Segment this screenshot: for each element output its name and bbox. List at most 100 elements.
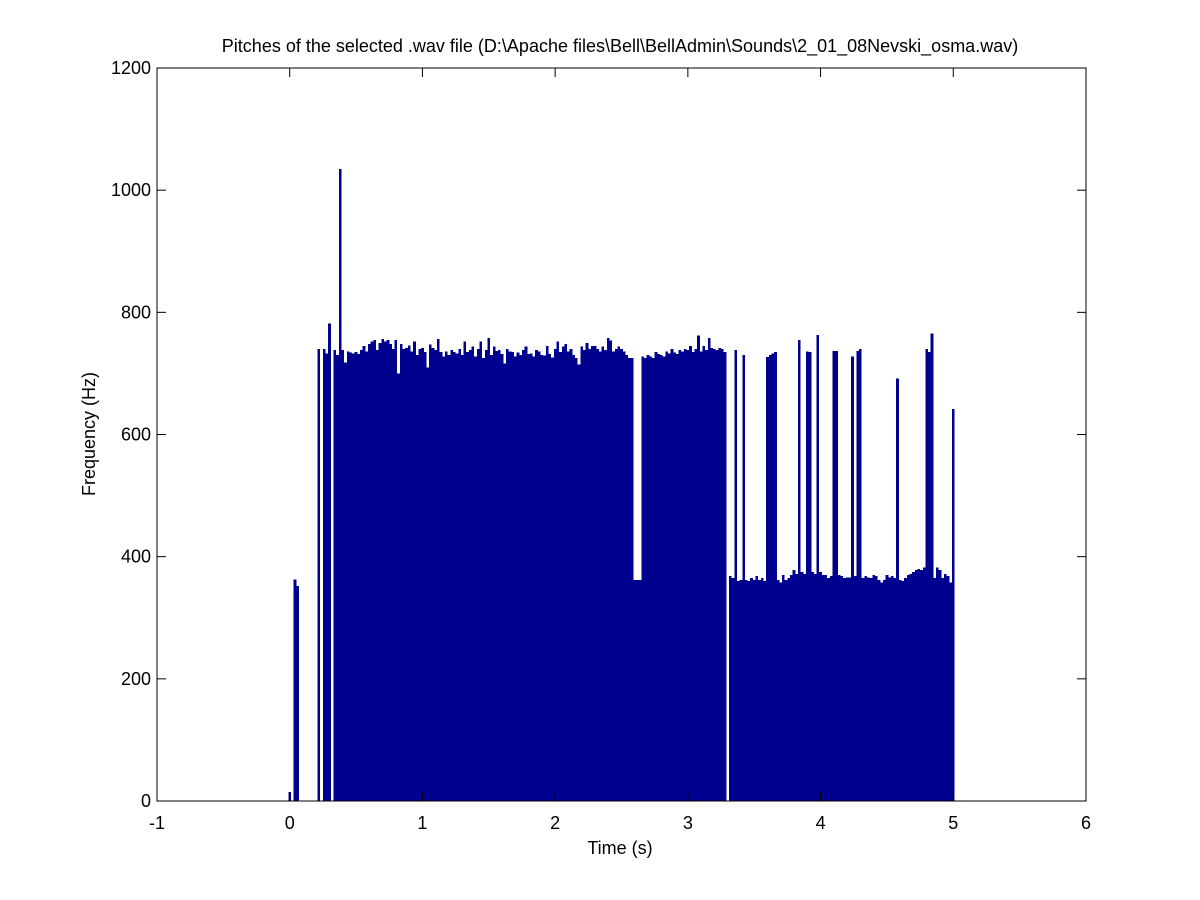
bar [439, 352, 443, 801]
bar [612, 351, 615, 801]
bar [885, 574, 889, 801]
bar [564, 344, 568, 801]
bar [710, 347, 714, 801]
bar [322, 348, 326, 801]
bar [659, 355, 663, 801]
bar [705, 350, 708, 801]
bar [405, 347, 408, 801]
bar [423, 352, 427, 801]
bar [429, 344, 432, 801]
bar [736, 581, 740, 801]
bar [880, 582, 883, 801]
bar [487, 337, 491, 801]
bar [888, 577, 891, 801]
bar [463, 341, 467, 801]
y-tick-label: 600 [121, 425, 151, 445]
bar [792, 570, 796, 801]
bar [625, 355, 629, 801]
bar [521, 350, 525, 801]
bar [723, 352, 727, 801]
bar [832, 350, 836, 801]
bar [779, 582, 783, 801]
bar [872, 574, 875, 801]
bar [755, 576, 759, 801]
bar [548, 353, 552, 801]
bar [848, 577, 852, 801]
bar [840, 576, 844, 801]
bar [835, 350, 838, 801]
bar [742, 355, 745, 801]
bar [771, 353, 775, 801]
bar [437, 339, 440, 801]
bar [853, 576, 857, 801]
bar [415, 355, 419, 801]
bar [394, 339, 398, 801]
bar [559, 352, 562, 801]
bar [543, 355, 546, 801]
bar [535, 350, 538, 801]
bar [691, 352, 695, 801]
bar [808, 352, 812, 801]
bar [694, 348, 698, 801]
bar [575, 358, 578, 801]
bar [508, 351, 512, 801]
bar [609, 340, 613, 801]
bar [758, 579, 761, 801]
bar [904, 578, 907, 801]
bar [874, 576, 878, 801]
bar [795, 573, 799, 801]
bar [851, 356, 854, 801]
bar [867, 577, 870, 801]
x-tick-label: 6 [1081, 813, 1091, 833]
bar [434, 350, 438, 801]
chart-title: Pitches of the selected .wav file (D:\Ap… [222, 36, 1018, 57]
bar [455, 353, 459, 801]
bar [630, 358, 634, 801]
bar [397, 373, 400, 801]
bar [338, 168, 342, 802]
bar [598, 351, 602, 801]
bar [583, 350, 586, 801]
bar [774, 352, 777, 801]
bar [410, 351, 414, 801]
bar [946, 576, 950, 801]
bar [532, 356, 536, 801]
bar [341, 350, 345, 801]
bar [596, 348, 599, 801]
bar [882, 579, 886, 801]
bar [638, 579, 642, 801]
bar [750, 578, 753, 801]
bar [744, 579, 748, 801]
bar [553, 348, 557, 801]
bar [495, 350, 499, 801]
bar [389, 344, 392, 801]
bar [829, 576, 833, 801]
bar [577, 364, 581, 801]
bar [360, 350, 363, 801]
bar [325, 353, 329, 801]
bar [917, 568, 921, 801]
bar [763, 581, 767, 801]
bar [585, 342, 589, 801]
y-tick-label: 800 [121, 302, 151, 322]
bar [569, 348, 573, 801]
bar [811, 571, 814, 801]
bar [683, 348, 687, 801]
bar [718, 347, 722, 801]
bar [936, 567, 939, 801]
bar [460, 355, 464, 801]
bar [760, 578, 764, 801]
bar [739, 579, 743, 801]
bar [344, 362, 347, 801]
bar [798, 339, 801, 801]
bar [657, 353, 660, 801]
bar [787, 578, 791, 801]
x-axis-label: Time (s) [587, 838, 652, 858]
bar [524, 346, 528, 801]
bar [721, 348, 724, 801]
bar [370, 341, 374, 801]
bar [368, 344, 371, 801]
bar [686, 350, 690, 801]
bar [498, 350, 501, 801]
